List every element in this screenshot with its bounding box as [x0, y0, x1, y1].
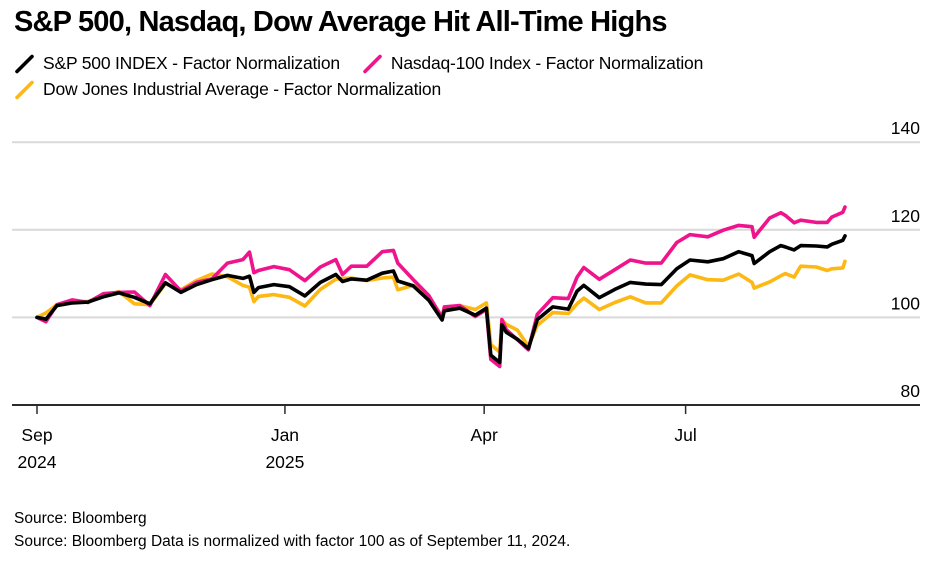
series-slash-icon: [15, 54, 34, 73]
legend-item-label: Nasdaq-100 Index - Factor Normalization: [390, 53, 704, 73]
series-slash-icon: [363, 54, 382, 73]
y-axis-label-140: 140: [891, 118, 920, 138]
source-footnotes: Source: Bloomberg Source: Bloomberg Data…: [14, 507, 570, 553]
source-line-1: Source: Bloomberg: [14, 510, 147, 527]
chart-area: 80 100 120 140 Sep 2024 Jan 2025 Apr Jul: [0, 96, 941, 480]
x-axis-label-sep: Sep: [21, 425, 52, 445]
source-line-2: Source: Bloomberg Data is normalized wit…: [14, 533, 571, 550]
legend-row-2: Dow Jones Industrial Average - Factor No…: [14, 79, 926, 100]
legend-item-label: Dow Jones Industrial Average - Factor No…: [43, 79, 441, 99]
legend-row-1: S&P 500 INDEX - Factor Normalization Nasd…: [14, 53, 926, 74]
legend-item-label: S&P 500 INDEX - Factor Normalization: [43, 53, 340, 73]
line-chart: 80 100 120 140 Sep 2024 Jan 2025 Apr Jul: [12, 118, 921, 472]
series-line-dow-jones-industrial-average: [35, 259, 847, 354]
page-title: S&P 500, Nasdaq, Dow Average Hit All-Tim…: [14, 6, 668, 38]
legend-item-nasdaq-100-index: Nasdaq-100 Index - Factor Normalization: [362, 53, 703, 74]
y-axis-label-120: 120: [891, 206, 920, 226]
legend: S&P 500 INDEX - Factor Normalization Nasd…: [14, 53, 926, 100]
x-axis-label-jan: Jan: [271, 425, 299, 445]
x-axis-label-jul: Jul: [674, 425, 696, 445]
x-axis-year-label-2025: 2025: [265, 452, 304, 472]
y-axis-label-100: 100: [891, 293, 920, 313]
series-slash-icon: [15, 80, 34, 99]
y-axis-label-80: 80: [901, 381, 921, 401]
series-line-nasdaq-100-index: [35, 205, 847, 369]
legend-item-dow-jones-industrial-average: Dow Jones Industrial Average - Factor No…: [14, 79, 441, 100]
series-line-s-p-500-index: [35, 234, 847, 365]
legend-item-s-p-500-index: S&P 500 INDEX - Factor Normalization: [14, 53, 340, 74]
x-axis-label-apr: Apr: [471, 425, 498, 445]
x-axis-year-label-2024: 2024: [18, 452, 57, 472]
